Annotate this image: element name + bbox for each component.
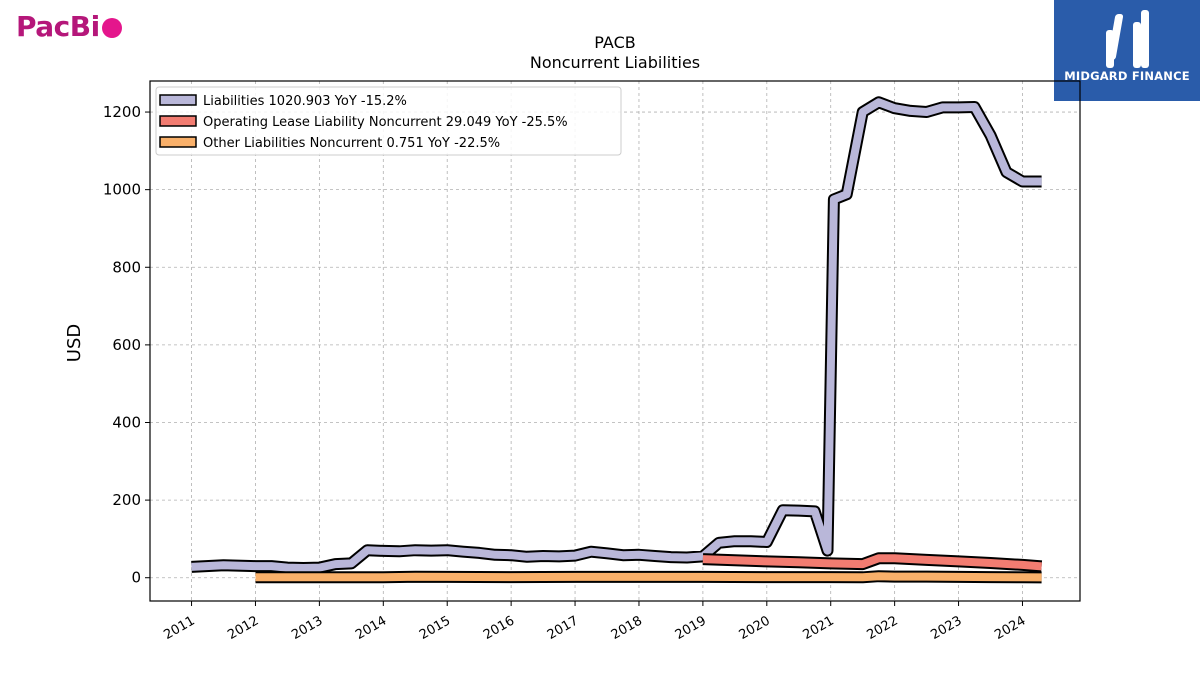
legend-box (155, 86, 622, 156)
x-tick-label: 2020 (737, 613, 773, 643)
x-tick-label: 2016 (481, 613, 517, 643)
chart-title: PACB (594, 33, 635, 52)
y-tick-label: 600 (112, 336, 141, 354)
series-2 (255, 570, 1042, 584)
series-line (191, 98, 1042, 572)
x-tick-label: 2015 (417, 613, 453, 643)
y-tick-label: 1200 (103, 103, 141, 121)
x-tick-label: 2014 (353, 613, 389, 643)
pacbio-logo-dot (101, 18, 122, 38)
legend-swatch (159, 136, 197, 148)
x-tick-label: 2023 (928, 613, 964, 643)
y-tick-label: 0 (131, 569, 141, 587)
x-tick-label: 2024 (992, 613, 1028, 643)
x-tick-label: 2013 (289, 613, 325, 643)
x-tick-label: 2011 (161, 613, 197, 643)
x-tick-label: 2021 (801, 613, 837, 643)
x-tick-label: 2022 (864, 613, 900, 643)
x-tick-label: 2018 (609, 613, 645, 643)
pacbio-logo: PacBi (16, 10, 122, 43)
chart-subtitle: Noncurrent Liabilities (530, 53, 700, 72)
legend: Liabilities 1020.903 YoY -15.2% Operating… (155, 86, 622, 156)
series-lines (191, 96, 1043, 584)
y-tick-label: 200 (112, 491, 141, 509)
legend-label: Other Liabilities Noncurrent 0.751 YoY -… (203, 136, 500, 151)
series-line (702, 554, 1042, 571)
x-tick-label: 2012 (225, 613, 261, 643)
y-tick-label: 800 (112, 258, 141, 276)
y-tick-label: 1000 (103, 181, 141, 199)
legend-label: Operating Lease Liability Noncurrent 29.… (203, 115, 568, 130)
midgard-logo-mark-icon (1106, 10, 1149, 68)
grid (150, 81, 1080, 601)
series-line (255, 572, 1042, 582)
x-tick-label: 2017 (545, 613, 581, 643)
y-tick-label: 400 (112, 413, 141, 431)
x-tick-label: 2019 (673, 613, 709, 643)
y-axis-label: USD (64, 324, 85, 362)
series-0 (191, 96, 1042, 574)
legend-swatch (159, 115, 197, 127)
midgard-finance-logo: MIDGARD FINANCE (1054, 0, 1200, 101)
midgard-finance-brand-text: MIDGARD FINANCE (1064, 69, 1190, 83)
legend-swatch (159, 94, 197, 106)
plot-frame (149, 80, 1081, 602)
legend-label: Liabilities 1020.903 YoY -15.2% (203, 94, 407, 109)
series-1 (702, 552, 1043, 573)
